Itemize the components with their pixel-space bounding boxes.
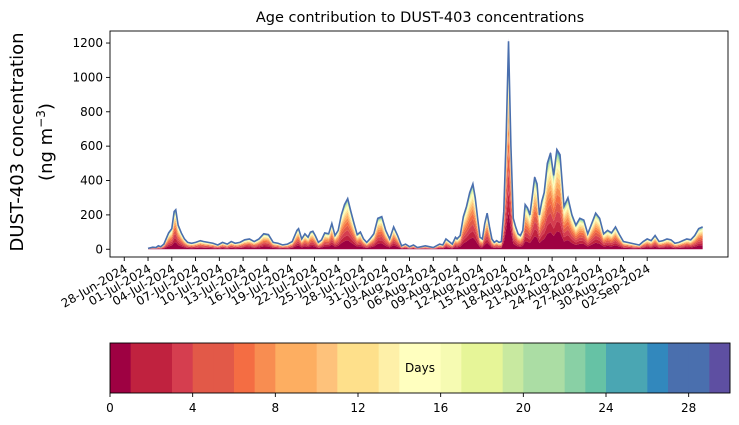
colorbar-segment	[461, 343, 483, 393]
colorbar-tick-label: 8	[272, 401, 280, 415]
colorbar-segment	[172, 343, 194, 393]
colorbar-tick-label: 4	[189, 401, 197, 415]
colorbar-segment	[440, 343, 462, 393]
colorbar-segment	[130, 343, 152, 393]
colorbar-segment	[358, 343, 380, 393]
colorbar-segment	[378, 343, 400, 393]
y-tick-label: 0	[95, 242, 103, 256]
colorbar-frame	[109, 342, 731, 394]
colorbar-segment	[275, 343, 297, 393]
colorbar-segment	[668, 343, 690, 393]
colorbar-segment	[688, 343, 710, 393]
plot-area	[109, 30, 729, 258]
colorbar-segment	[316, 343, 338, 393]
colorbar-tick-label: 16	[433, 401, 448, 415]
colorbar: Days 0 4 8 12 16 20 24 28	[106, 342, 731, 415]
y-tick-label: 400	[80, 174, 103, 188]
colorbar-label: Days	[405, 361, 435, 375]
colorbar-segment	[110, 343, 132, 393]
colorbar-tick-label: 20	[516, 401, 531, 415]
colorbar-segment	[337, 343, 359, 393]
colorbar-segment	[626, 343, 648, 393]
colorbar-segment	[544, 343, 566, 393]
colorbar-segment	[151, 343, 173, 393]
colorbar-segment	[482, 343, 504, 393]
y-tick-label: 600	[80, 139, 103, 153]
total-concentration-line	[147, 41, 703, 250]
colorbar-segment	[647, 343, 669, 393]
chart-title: Age contribution to DUST-403 concentrati…	[256, 10, 584, 26]
y-tick-label: 800	[80, 105, 103, 119]
x-axis-ticks: 28-Jun-202401-Jul-202404-Jul-202407-Jul-…	[59, 257, 653, 312]
colorbar-segment	[254, 343, 276, 393]
colorbar-segment	[564, 343, 586, 393]
colorbar-segment	[585, 343, 607, 393]
colorbar-segment	[523, 343, 545, 393]
colorbar-segment	[502, 343, 524, 393]
y-tick-label: 200	[80, 208, 103, 222]
y-axis-label-line2: (ng m−3)	[34, 103, 57, 181]
colorbar-segment	[709, 343, 731, 393]
colorbar-segment	[606, 343, 628, 393]
y-axis-label-line1: DUST-403 concentration	[7, 32, 28, 251]
y-tick-label: 1000	[72, 70, 103, 84]
colorbar-segment	[213, 343, 235, 393]
colorbar-tick-label: 28	[681, 401, 696, 415]
y-axis-label-prefix: (ng m	[36, 128, 57, 181]
colorbar-tick-label: 0	[106, 401, 114, 415]
y-axis-label-sup: −3	[34, 110, 48, 128]
colorbar-segment	[234, 343, 256, 393]
plot-frame	[109, 30, 729, 258]
colorbar-segment	[399, 343, 421, 393]
colorbar-tick-label: 12	[350, 401, 365, 415]
colorbar-segment	[420, 343, 442, 393]
y-tick-label: 1200	[72, 36, 103, 50]
y-axis-label-suffix: )	[36, 103, 57, 110]
colorbar-ticks: 0 4 8 12 16 20 24 28	[106, 393, 696, 415]
colorbar-segments	[110, 343, 731, 393]
y-axis-ticks: 0 200 400 600 800 1000 1200	[72, 36, 110, 256]
colorbar-tick-label: 24	[598, 401, 613, 415]
colorbar-segment	[192, 343, 214, 393]
colorbar-segment	[296, 343, 318, 393]
